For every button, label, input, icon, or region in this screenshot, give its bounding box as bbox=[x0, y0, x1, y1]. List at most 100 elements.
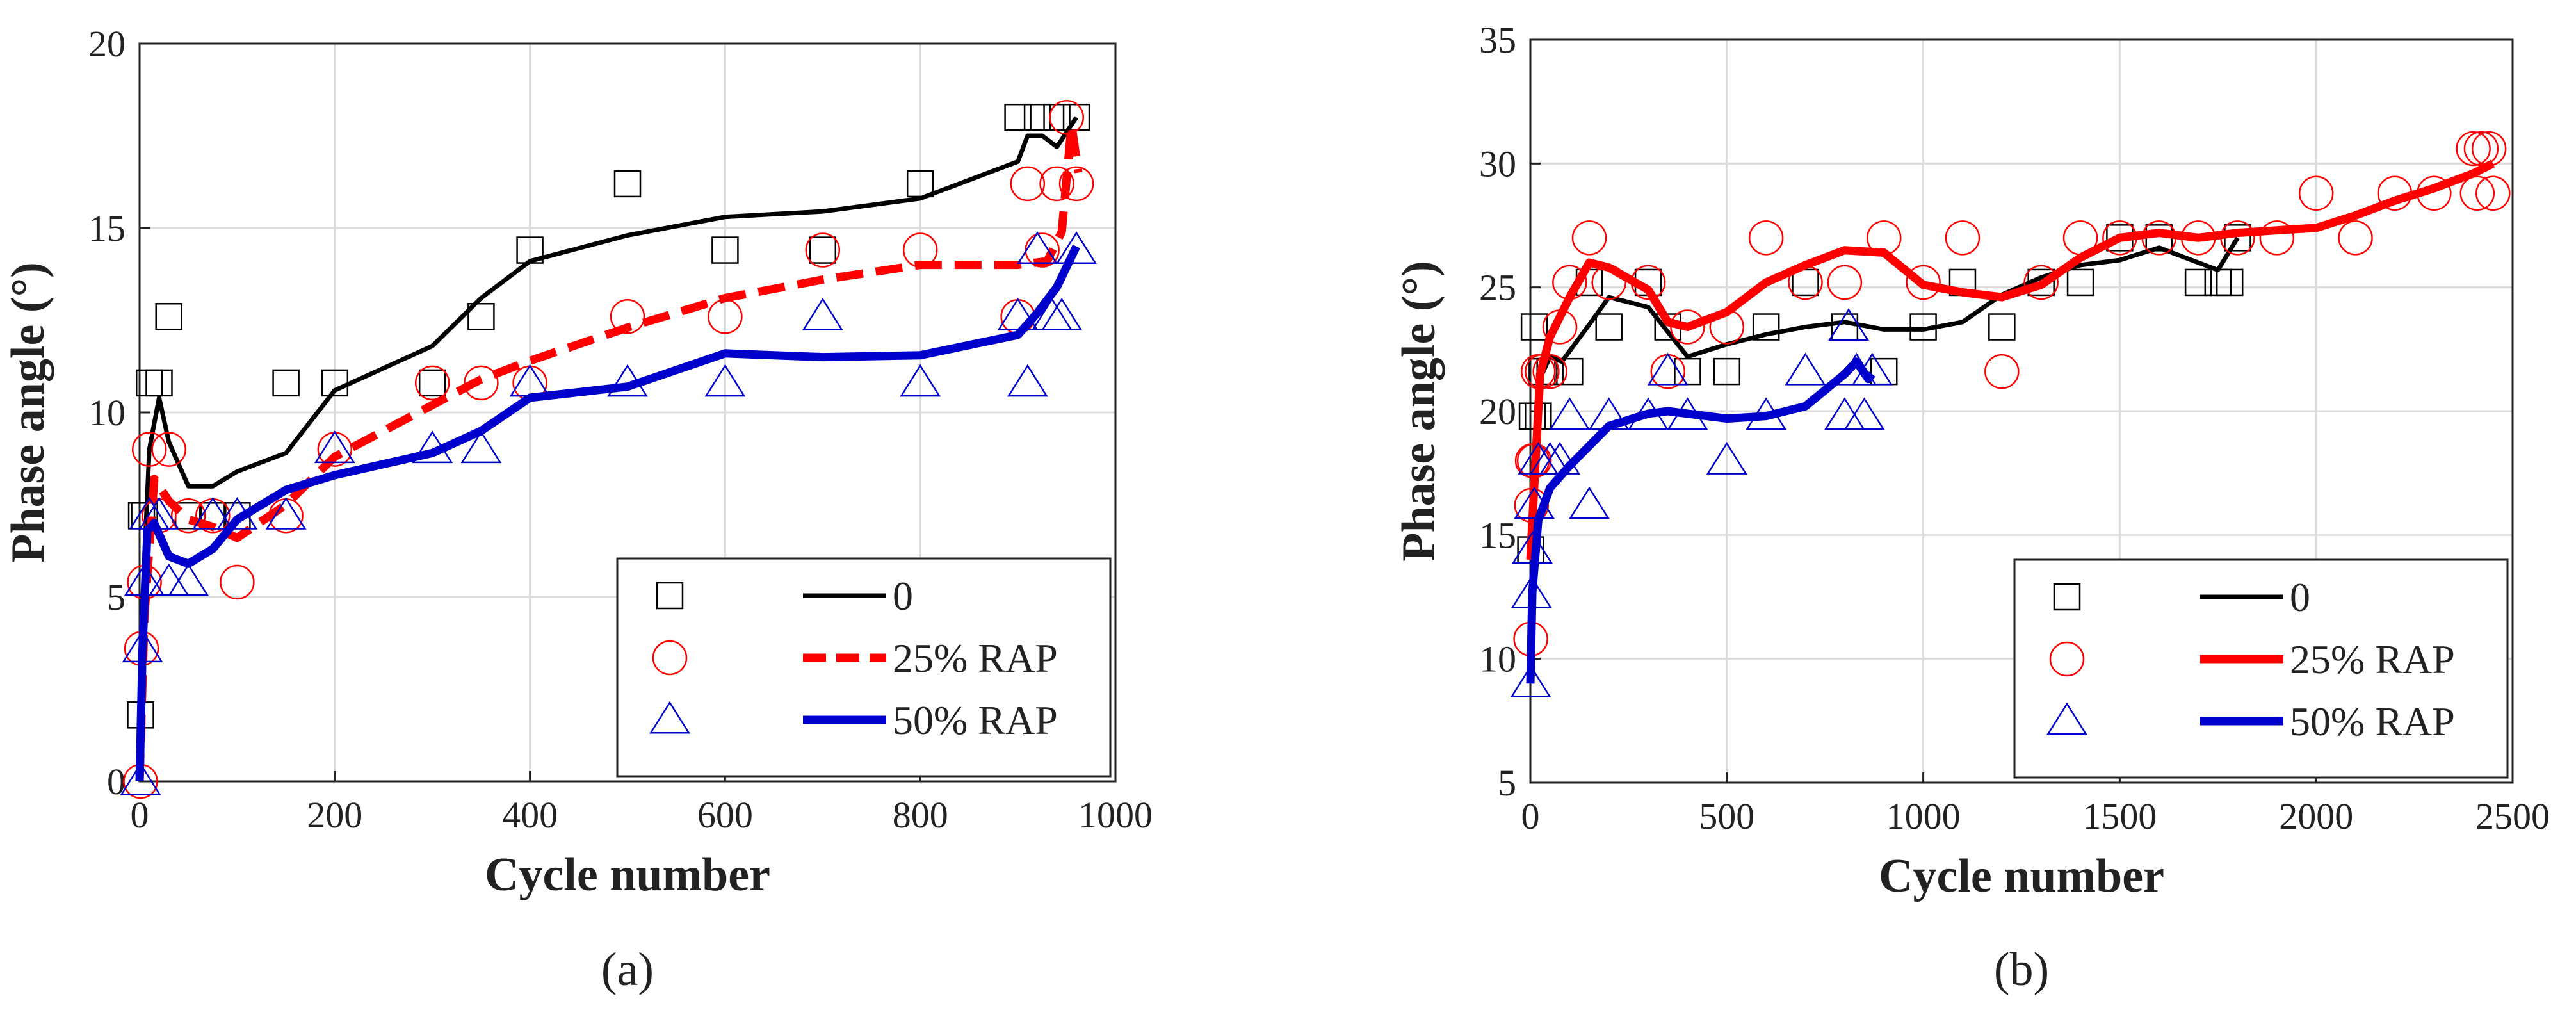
y-tick-label: 5 bbox=[107, 576, 126, 618]
y-tick-label: 15 bbox=[1479, 514, 1516, 556]
x-tick-label: 1500 bbox=[2082, 795, 2157, 837]
data-point-triangle bbox=[120, 762, 161, 795]
legend-label: 25% RAP bbox=[2290, 637, 2455, 682]
data-point-triangle bbox=[1569, 486, 1610, 519]
data-point-square bbox=[613, 170, 642, 198]
data-point-triangle bbox=[1007, 364, 1048, 397]
x-tick-label: 500 bbox=[1699, 795, 1754, 837]
x-tick-label: 800 bbox=[893, 794, 948, 836]
data-point-square bbox=[2184, 268, 2212, 297]
y-axis-label: Phase angle (°) bbox=[1393, 261, 1445, 561]
data-point-square bbox=[2066, 268, 2094, 297]
plot-area-frame bbox=[138, 42, 1117, 783]
x-tick-label: 600 bbox=[697, 794, 753, 836]
data-point-square bbox=[1988, 313, 2016, 341]
data-point-triangle bbox=[1510, 664, 1551, 697]
data-point-square bbox=[711, 236, 739, 264]
y-tick-label: 15 bbox=[88, 208, 126, 249]
data-point-circle bbox=[414, 365, 450, 401]
data-point-square bbox=[155, 302, 182, 330]
series-line bbox=[137, 116, 1078, 782]
legend-label: 50% RAP bbox=[2290, 699, 2455, 744]
data-point-triangle bbox=[1828, 308, 1869, 341]
data-point-circle bbox=[2471, 131, 2507, 167]
series-line bbox=[1526, 159, 2495, 560]
data-point-circle bbox=[2463, 131, 2499, 167]
data-point-square bbox=[2204, 268, 2232, 297]
x-tick-label: 400 bbox=[502, 794, 558, 836]
panel-label: (a) bbox=[601, 943, 654, 996]
data-point-circle bbox=[1571, 220, 1607, 256]
data-point-square bbox=[145, 369, 173, 397]
x-tick-label: 1000 bbox=[1078, 794, 1153, 836]
legend: 0 25% RAP 50% RAP bbox=[616, 557, 1112, 778]
data-point-square bbox=[2216, 268, 2244, 297]
data-point-triangle bbox=[192, 496, 234, 530]
data-point-square bbox=[272, 369, 300, 397]
data-point-circle bbox=[170, 498, 206, 534]
legend-label: 0 bbox=[893, 573, 913, 619]
data-point-triangle bbox=[1549, 397, 1591, 430]
data-point-circle bbox=[1984, 354, 2020, 389]
y-tick-label: 10 bbox=[88, 392, 126, 434]
data-point-triangle bbox=[1843, 397, 1885, 430]
data-point-circle bbox=[1945, 220, 1981, 256]
x-tick-label: 0 bbox=[1521, 795, 1540, 837]
data-point-square bbox=[2053, 583, 2081, 611]
data-point-circle bbox=[2049, 641, 2085, 677]
plot-area-frame bbox=[1529, 38, 2514, 784]
data-point-circle bbox=[1748, 220, 1784, 256]
data-point-triangle bbox=[1017, 231, 1058, 265]
data-point-square bbox=[1004, 103, 1032, 131]
series-50-rap bbox=[1510, 308, 1893, 697]
legend-label: 0 bbox=[2290, 574, 2310, 620]
data-point-circle bbox=[151, 432, 186, 467]
x-axis-label: Cycle number bbox=[1879, 850, 2164, 902]
panel-label: (b) bbox=[1994, 943, 2049, 996]
y-tick-label: 20 bbox=[88, 23, 126, 65]
data-point-square bbox=[1062, 103, 1090, 131]
data-point-circle bbox=[1010, 166, 1046, 202]
legend: 0 25% RAP 50% RAP bbox=[2013, 558, 2509, 779]
data-point-circle bbox=[1532, 354, 1567, 389]
data-point-triangle bbox=[900, 364, 941, 397]
data-point-triangle bbox=[265, 496, 307, 530]
data-point-square bbox=[656, 582, 684, 610]
data-point-circle bbox=[1039, 166, 1074, 202]
data-point-circle bbox=[652, 640, 688, 676]
data-point-square bbox=[1556, 357, 1584, 386]
data-point-circle bbox=[131, 432, 167, 467]
x-tick-label: 2000 bbox=[2279, 795, 2353, 837]
data-point-circle bbox=[2456, 131, 2491, 167]
chart-panel-b: 0 500 1000 1500 2000 2500 5 10 15 20 25 30 35 Cycle n… bbox=[1393, 19, 2550, 996]
series-line bbox=[1526, 357, 1875, 684]
x-axis-label: Cycle number bbox=[485, 849, 770, 901]
data-point-triangle bbox=[1041, 297, 1083, 330]
y-tick-label: 30 bbox=[1479, 143, 1516, 184]
x-tick-label: 2500 bbox=[2475, 795, 2550, 837]
series-line bbox=[1528, 236, 2240, 560]
data-point-square bbox=[1023, 103, 1051, 131]
data-point-triangle bbox=[1647, 352, 1689, 386]
y-axis-label: Phase angle (°) bbox=[2, 262, 54, 562]
y-tick-label: 35 bbox=[1479, 19, 1516, 61]
data-point-triangle bbox=[1824, 397, 1865, 430]
data-point-circle bbox=[464, 365, 499, 401]
data-point-square bbox=[1043, 103, 1071, 131]
y-tick-label: 5 bbox=[1498, 762, 1516, 804]
data-point-square bbox=[1713, 357, 1741, 386]
x-tick-label: 1000 bbox=[1886, 795, 1961, 837]
data-point-square bbox=[467, 302, 495, 330]
data-point-square bbox=[1520, 313, 1548, 341]
data-point-circle bbox=[2023, 265, 2059, 300]
data-point-triangle bbox=[1056, 231, 1098, 265]
data-point-triangle bbox=[649, 701, 690, 734]
chart-panel-a: 0 200 400 600 800 1000 0 5 10 15 20 Cycle number Pha… bbox=[2, 23, 1153, 996]
data-point-circle bbox=[610, 298, 645, 334]
data-point-square bbox=[418, 369, 446, 397]
data-point-triangle bbox=[802, 297, 843, 330]
data-point-circle bbox=[1058, 166, 1094, 202]
data-point-triangle bbox=[314, 430, 355, 464]
data-point-triangle bbox=[704, 364, 746, 397]
